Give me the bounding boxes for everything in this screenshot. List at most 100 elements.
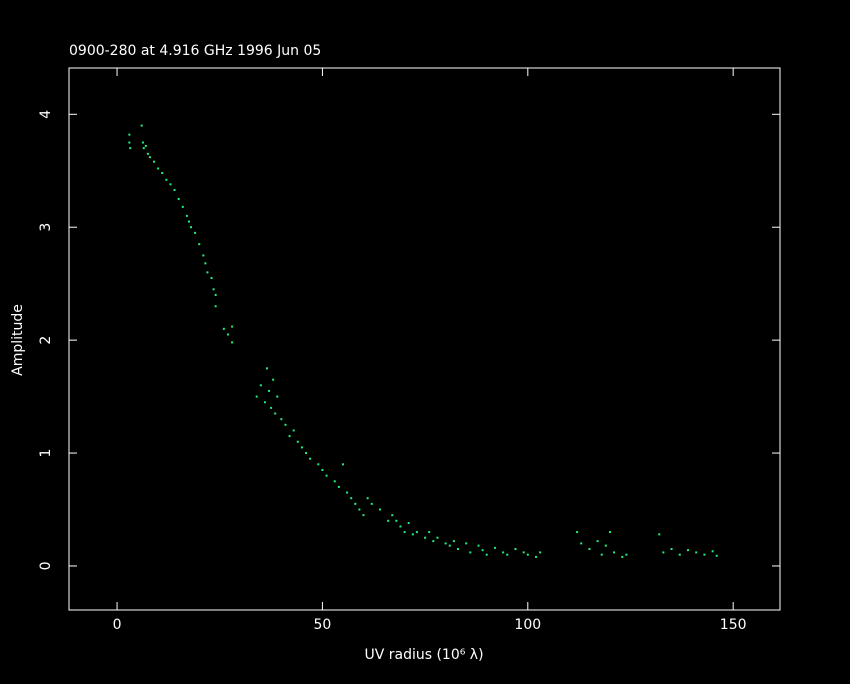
point	[608, 531, 611, 534]
point	[144, 144, 147, 147]
point	[424, 536, 427, 539]
point	[596, 540, 599, 543]
point	[305, 452, 307, 455]
point	[403, 531, 406, 534]
point	[432, 540, 435, 543]
point	[198, 243, 201, 246]
point	[194, 231, 197, 234]
y-tick-label: 0	[38, 562, 54, 571]
point	[128, 133, 131, 136]
point	[493, 546, 496, 549]
point	[177, 197, 180, 200]
point	[148, 156, 151, 159]
point	[670, 548, 673, 551]
point	[621, 555, 624, 558]
point	[189, 226, 192, 229]
point	[165, 178, 168, 181]
point	[428, 531, 431, 534]
point	[600, 553, 603, 556]
point	[317, 463, 320, 466]
point	[686, 549, 689, 552]
point	[576, 531, 579, 534]
point	[214, 293, 217, 296]
point	[362, 514, 365, 517]
point	[625, 553, 628, 556]
point	[399, 525, 402, 528]
point	[206, 271, 209, 274]
point	[300, 446, 303, 449]
point	[212, 288, 215, 291]
point	[157, 167, 160, 170]
point	[358, 508, 361, 511]
point	[259, 384, 262, 387]
point	[456, 548, 459, 551]
point	[226, 333, 229, 336]
x-tick-label: 0	[113, 617, 122, 633]
point	[280, 418, 283, 421]
point	[181, 205, 184, 208]
point	[502, 551, 505, 554]
point	[128, 141, 131, 144]
point	[268, 389, 271, 392]
point	[448, 544, 451, 547]
point	[354, 502, 357, 505]
point	[325, 474, 328, 477]
y-tick-label: 1	[38, 449, 54, 458]
point	[662, 551, 665, 554]
point	[292, 429, 295, 432]
point	[204, 262, 207, 265]
y-tick-label: 4	[38, 110, 54, 119]
point	[411, 533, 414, 536]
point	[309, 457, 312, 460]
point	[658, 533, 661, 536]
point	[469, 551, 472, 554]
point	[272, 378, 275, 381]
point	[129, 147, 132, 150]
x-tick-label: 50	[314, 617, 332, 633]
point	[407, 522, 410, 525]
point	[265, 367, 268, 370]
point	[142, 147, 145, 150]
plot-frame	[68, 67, 781, 611]
point	[274, 412, 277, 415]
point	[350, 497, 353, 500]
point	[535, 555, 538, 558]
point	[695, 551, 698, 554]
chart-title: 0900-280 at 4.916 GHz 1996 Jun 05	[69, 43, 321, 59]
x-tick-label: 150	[720, 617, 747, 633]
point	[366, 497, 369, 500]
point	[270, 406, 273, 409]
point	[276, 395, 279, 398]
y-tick-label: 2	[38, 336, 54, 345]
point	[395, 519, 398, 522]
point	[465, 542, 468, 545]
point	[337, 485, 340, 488]
point	[288, 435, 291, 438]
x-axis-label: UV radius (10⁶ λ)	[364, 647, 483, 663]
point	[161, 172, 164, 175]
y-tick-label: 3	[38, 223, 54, 232]
point	[522, 551, 525, 554]
point	[514, 548, 517, 551]
point	[378, 508, 381, 511]
point	[485, 553, 488, 556]
point	[391, 514, 394, 517]
point	[231, 341, 234, 344]
x-tick-label: 100	[514, 617, 541, 633]
point	[477, 544, 480, 547]
point	[588, 548, 591, 551]
point	[140, 124, 143, 127]
point	[296, 440, 299, 443]
point	[333, 480, 336, 483]
point	[185, 214, 188, 217]
point	[202, 254, 205, 257]
point	[703, 553, 706, 556]
point	[452, 540, 455, 543]
point	[415, 531, 418, 534]
point	[222, 327, 225, 330]
point	[341, 463, 344, 466]
point	[526, 553, 529, 556]
point	[370, 502, 373, 505]
